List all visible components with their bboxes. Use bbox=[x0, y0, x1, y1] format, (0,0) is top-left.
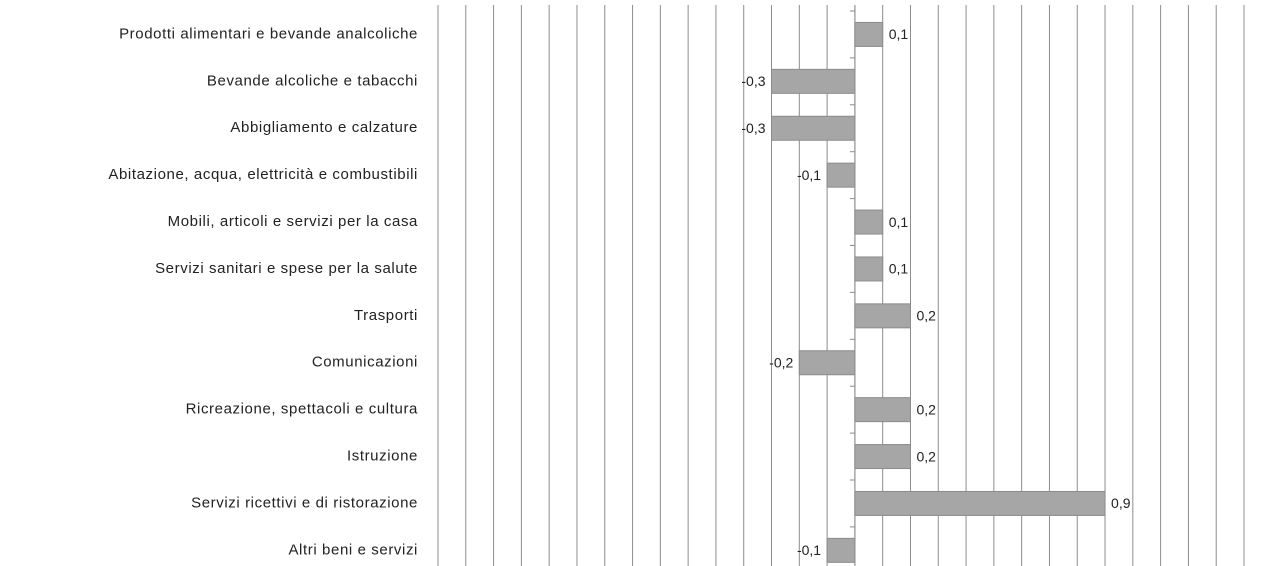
y-tick-label: Ricreazione, spettacoli e cultura bbox=[186, 401, 418, 418]
data-label: 0,1 bbox=[889, 214, 909, 230]
y-tick-label: Servizi sanitari e spese per la salute bbox=[155, 260, 418, 277]
data-label: 0,2 bbox=[916, 448, 936, 464]
bar bbox=[826, 537, 856, 563]
data-label: -0,1 bbox=[797, 542, 821, 558]
bar bbox=[771, 115, 856, 141]
y-tick-label: Bevande alcoliche e tabacchi bbox=[207, 72, 418, 89]
data-label: 0,2 bbox=[916, 308, 936, 324]
y-tick-label: Comunicazioni bbox=[312, 354, 418, 371]
y-tick-label: Abitazione, acqua, elettricità e combust… bbox=[108, 166, 418, 183]
y-tick-label: Servizi ricettivi e di ristorazione bbox=[191, 494, 418, 511]
y-tick-label: Istruzione bbox=[347, 448, 418, 465]
data-label: -0,3 bbox=[741, 73, 765, 89]
y-tick-label: Trasporti bbox=[354, 307, 418, 324]
bar bbox=[854, 397, 911, 423]
y-tick-label: Prodotti alimentari e bevande analcolich… bbox=[119, 25, 418, 42]
data-label: 0,1 bbox=[889, 26, 909, 42]
data-label: 0,9 bbox=[1111, 495, 1131, 511]
y-tick-label: Mobili, articoli e servizi per la casa bbox=[168, 213, 418, 230]
y-tick-label: Abbigliamento e calzature bbox=[230, 119, 418, 136]
bar bbox=[854, 303, 911, 329]
data-label: 0,1 bbox=[889, 261, 909, 277]
data-label: -0,1 bbox=[797, 167, 821, 183]
bar bbox=[854, 209, 884, 235]
data-label: -0,2 bbox=[769, 354, 793, 370]
bar bbox=[854, 256, 884, 282]
y-tick-label: Altri beni e servizi bbox=[288, 541, 418, 558]
bar bbox=[826, 162, 856, 188]
bar bbox=[854, 444, 911, 470]
bar bbox=[854, 21, 884, 47]
bar bbox=[798, 350, 856, 376]
bar bbox=[771, 68, 856, 94]
bar bbox=[854, 490, 1106, 516]
data-label: 0,2 bbox=[916, 401, 936, 417]
data-label: -0,3 bbox=[741, 120, 765, 136]
